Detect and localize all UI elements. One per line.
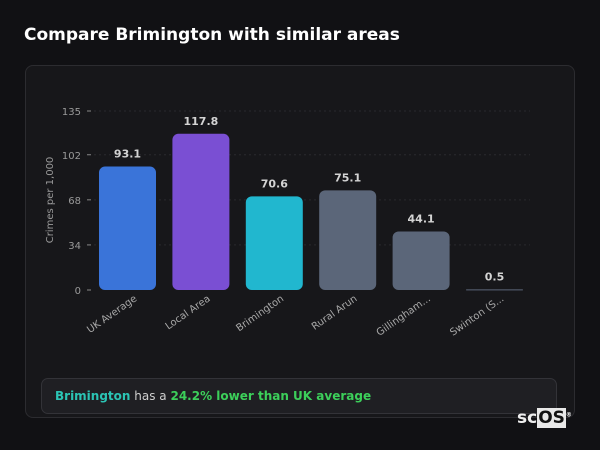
y-tick-label: 102 <box>62 151 81 162</box>
y-axis-label: Crimes per 1,000 <box>45 157 56 244</box>
bar-value-label: 93.1 <box>114 148 141 161</box>
bar-value-label: 0.5 <box>485 270 505 283</box>
page-title: Compare Brimington with similar areas <box>24 25 400 45</box>
x-tick-label: Gillingham... <box>375 293 433 338</box>
y-tick-label: 68 <box>68 196 81 207</box>
bar <box>245 196 303 290</box>
bar-value-label: 44.1 <box>408 213 435 226</box>
summary-comparison: 24.2% lower than UK average <box>170 389 372 403</box>
bar <box>319 190 377 290</box>
bar <box>466 289 523 291</box>
x-tick-label: Rural Arun <box>310 293 359 332</box>
bar-value-label: 75.1 <box>334 171 361 184</box>
summary-box: Brimington has a 24.2% lower than UK ave… <box>41 378 557 414</box>
y-tick-label: 0 <box>75 286 81 297</box>
summary-middle: has a <box>130 389 171 403</box>
bar-value-label: 70.6 <box>261 177 288 190</box>
x-tick-label: Brimington <box>234 293 286 334</box>
x-tick-label: Swinton (S... <box>448 293 506 338</box>
bar <box>99 166 156 290</box>
scos-logo: scOS® <box>517 408 572 428</box>
bar-value-label: 117.8 <box>184 115 219 128</box>
y-tick-label: 135 <box>62 107 81 118</box>
x-tick-label: Local Area <box>164 293 213 332</box>
y-tick-label: 34 <box>68 241 81 252</box>
x-tick-label: UK Average <box>85 293 139 335</box>
summary-area: Brimington <box>55 389 131 403</box>
bar <box>172 133 230 290</box>
bar <box>392 231 450 290</box>
